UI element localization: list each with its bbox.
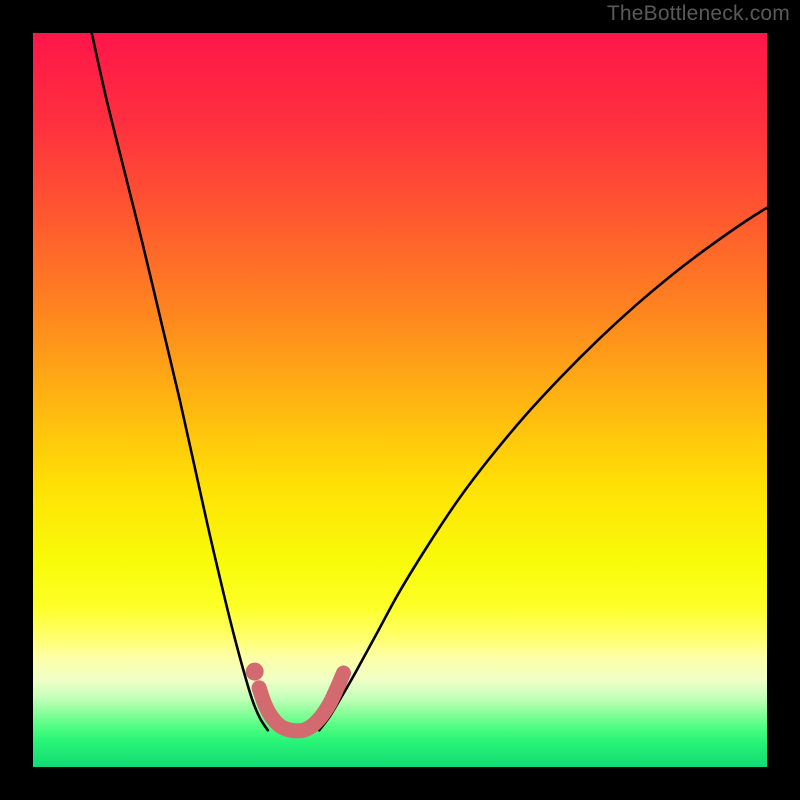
bottleneck-chart	[0, 0, 800, 800]
gradient-background	[33, 33, 767, 767]
pink-dot	[246, 663, 264, 681]
chart-container: TheBottleneck.com	[0, 0, 800, 800]
watermark-text: TheBottleneck.com	[607, 2, 790, 26]
